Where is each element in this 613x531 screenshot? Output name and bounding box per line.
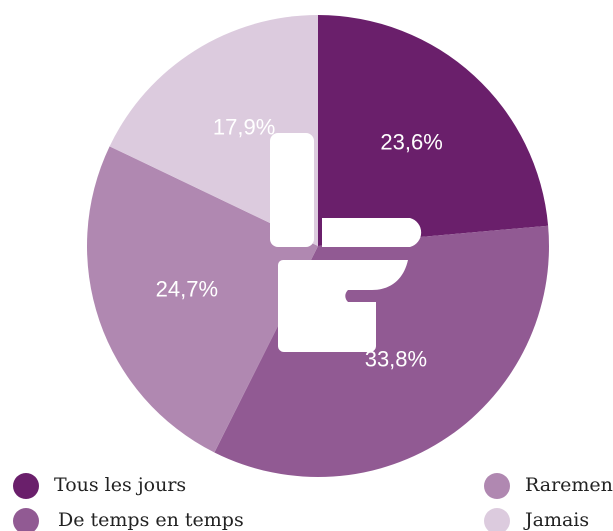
legend-label: Tous les jours [54, 474, 186, 496]
pie-slice [318, 15, 549, 246]
legend: Tous les jours De temps en temps Rarement J… [13, 473, 613, 531]
value-label: 23,6% [380, 130, 442, 155]
icon-seat [322, 218, 422, 247]
legend-swatch [13, 508, 39, 531]
pie-slice [86, 146, 318, 453]
legend-label: Jamais [523, 509, 589, 531]
pie-slice [109, 15, 318, 246]
value-label: 24,7% [156, 277, 218, 302]
toilet-icon [270, 133, 422, 352]
legend-swatch [484, 473, 510, 499]
legend-swatch [13, 473, 39, 499]
value-label: 17,9% [213, 115, 275, 140]
icon-bowl [278, 260, 408, 352]
icon-tank [270, 133, 314, 247]
legend-label: Rarement [525, 474, 613, 496]
labels: 23,6% 33,8% 24,7% 17,9% [156, 115, 443, 372]
legend-label: De temps en temps [58, 509, 244, 531]
pie [86, 15, 550, 478]
value-label: 33,8% [365, 346, 427, 371]
legend-swatch [484, 508, 510, 531]
